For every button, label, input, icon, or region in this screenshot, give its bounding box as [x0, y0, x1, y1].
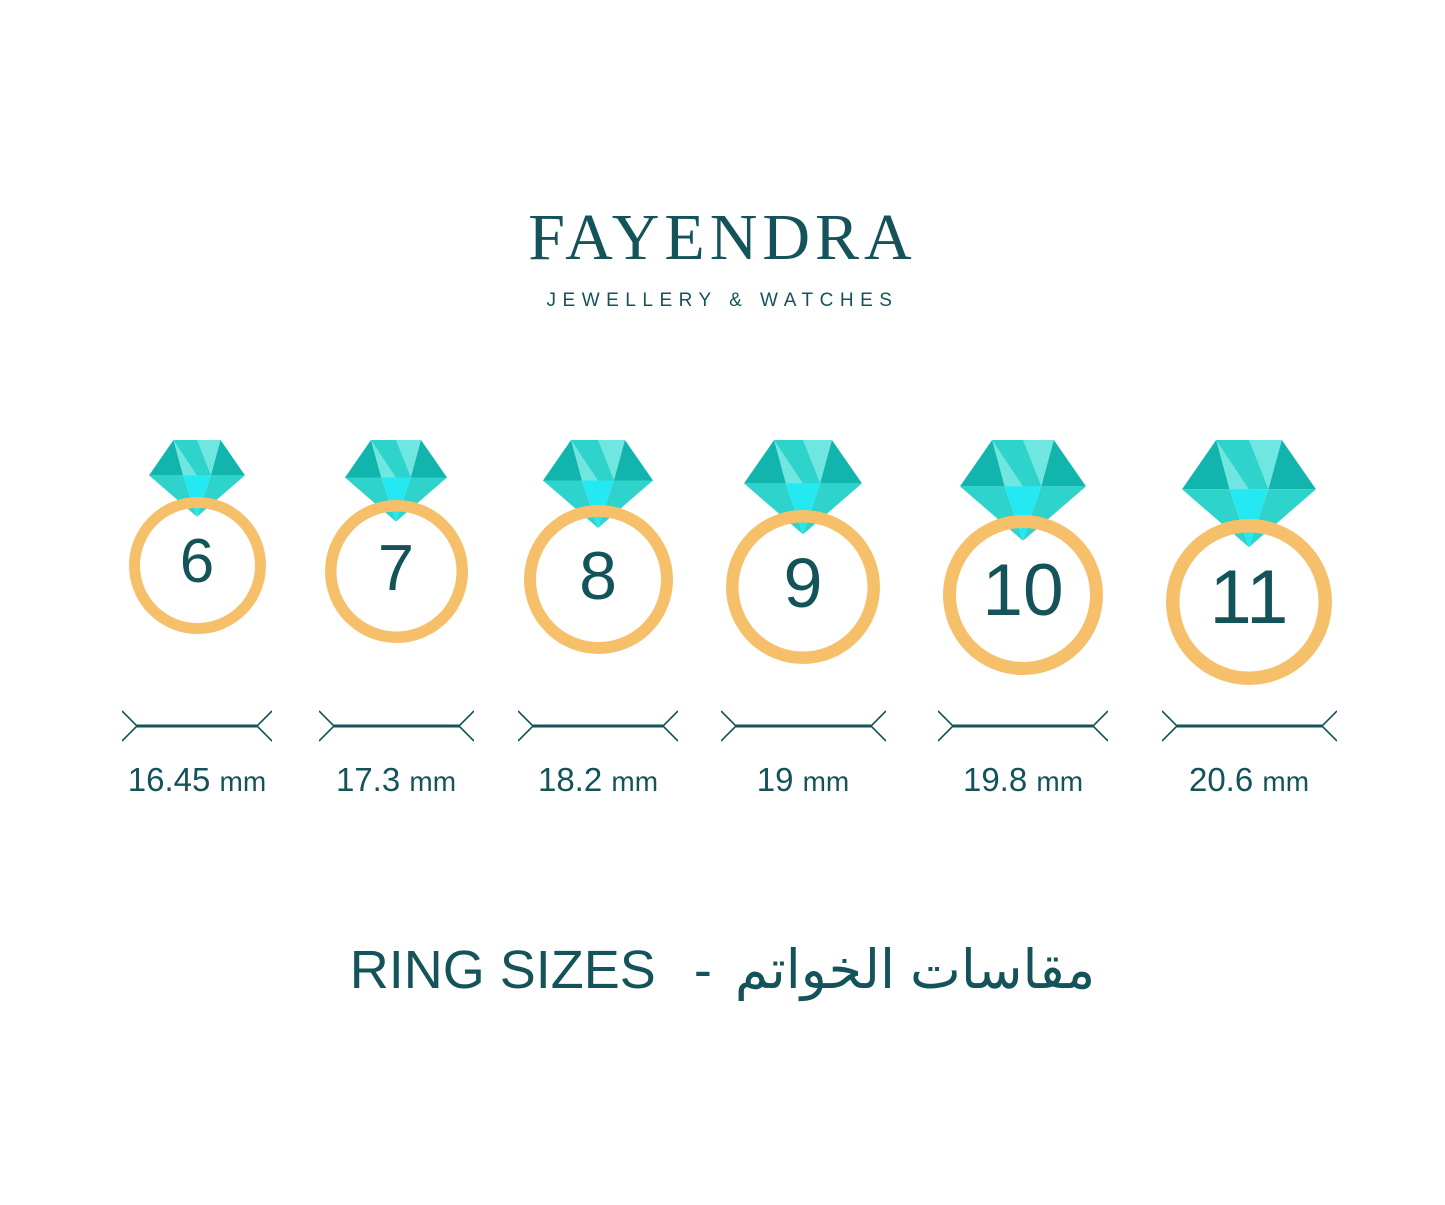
- diamond-icon: [960, 440, 1086, 541]
- ring-size-item[interactable]: 11: [1166, 440, 1332, 686]
- measurement-value: 20.6: [1188, 761, 1254, 798]
- dimension-arrow: [937, 706, 1109, 751]
- ring-illustration-row: 6 7: [0, 440, 1445, 730]
- measurement-label: 16.45 mm: [122, 763, 272, 796]
- dimension-arrow: [517, 706, 679, 751]
- chart-title-separator: -: [693, 940, 712, 1000]
- measurement-unit: mm: [1262, 766, 1310, 797]
- dimension-arrow: [121, 706, 273, 751]
- ring-band: [726, 509, 880, 664]
- dimension-arrow-svg: [317, 710, 475, 742]
- dimension-arrow-svg: [719, 710, 887, 742]
- diamond-wrapper: [960, 440, 1086, 546]
- diamond-wrapper: [543, 440, 653, 533]
- ring-band: [324, 500, 468, 644]
- measurement-value: 19.8: [962, 761, 1028, 798]
- diamond-wrapper: [1182, 440, 1316, 552]
- measurement-label: 19 mm: [721, 763, 886, 796]
- ring-size-item[interactable]: 10: [943, 440, 1103, 675]
- measurement-label: 17.3 mm: [319, 763, 474, 796]
- measurement-item: 17.3 mm: [317, 706, 475, 796]
- ring-size-item[interactable]: 6: [128, 440, 266, 634]
- measurement-item: 19.8 mm: [937, 706, 1109, 796]
- ring-band-circle: [523, 505, 673, 655]
- chart-title: RING SIZES - مقاسات الخواتم: [0, 938, 1445, 1003]
- ring-band-circle: [324, 500, 468, 644]
- diamond-icon: [345, 440, 447, 522]
- dimension-arrow: [1160, 706, 1338, 751]
- brand-tagline: JEWELLERY & WATCHES: [546, 290, 899, 311]
- measurement-item: 18.2 mm: [517, 706, 679, 796]
- diamond-icon: [1182, 440, 1316, 548]
- brand-header: FAYENDRA JEWELLERY & WATCHES: [0, 201, 1445, 311]
- dimension-arrow: [317, 706, 475, 751]
- ring-band: [128, 496, 266, 634]
- measurement-value: 17.3: [335, 761, 401, 798]
- measurement-value: 16.45: [127, 761, 211, 798]
- ring-band-circle: [128, 496, 266, 634]
- measurement-value: 19: [756, 761, 794, 798]
- dimension-arrow-svg: [517, 710, 679, 742]
- ring-band: [1166, 519, 1332, 686]
- diamond-wrapper: [345, 440, 447, 527]
- dimension-arrow-svg: [937, 710, 1109, 742]
- measurement-value: 18.2: [537, 761, 603, 798]
- ring-size-item[interactable]: 8: [523, 440, 673, 655]
- diamond-icon: [149, 440, 245, 517]
- brand-name: FAYENDRA: [528, 201, 917, 274]
- diamond-icon: [543, 440, 653, 529]
- measurement-item: 20.6 mm: [1160, 706, 1338, 796]
- ring-band: [943, 514, 1103, 675]
- measurement-unit: mm: [409, 766, 457, 797]
- ring-band: [523, 505, 673, 655]
- ring-band-circle: [726, 509, 880, 664]
- measurement-item: 16.45 mm: [121, 706, 273, 796]
- measurement-unit: mm: [1036, 766, 1084, 797]
- measurement-row: 16.45 mm 17.3 mm 18.2 mm 19 mm 19.8 mm 2…: [0, 706, 1445, 826]
- ring-size-item[interactable]: 9: [726, 440, 880, 664]
- measurement-label: 19.8 mm: [938, 763, 1108, 796]
- ring-band-circle: [943, 514, 1103, 675]
- diamond-wrapper: [149, 440, 245, 522]
- chart-title-arabic: مقاسات الخواتم: [734, 940, 1096, 1000]
- dimension-arrow-svg: [1160, 710, 1338, 742]
- dimension-arrow: [719, 706, 887, 751]
- measurement-unit: mm: [611, 766, 659, 797]
- measurement-unit: mm: [219, 766, 267, 797]
- measurement-label: 20.6 mm: [1162, 763, 1337, 796]
- measurement-item: 19 mm: [719, 706, 887, 796]
- ring-size-item[interactable]: 7: [324, 440, 468, 644]
- dimension-arrow-svg: [121, 710, 273, 742]
- chart-title-english: RING SIZES: [349, 940, 656, 1000]
- ring-band-circle: [1166, 519, 1332, 686]
- measurement-label: 18.2 mm: [518, 763, 678, 796]
- measurement-unit: mm: [802, 766, 850, 797]
